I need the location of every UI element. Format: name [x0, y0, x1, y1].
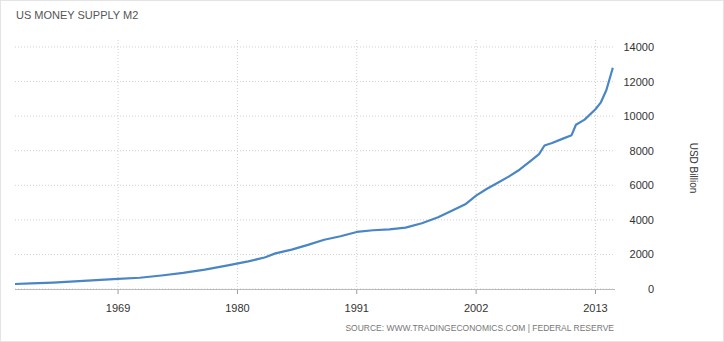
grid-line: [15, 185, 615, 186]
y-tick-label: 0: [648, 283, 654, 295]
x-axis: [15, 289, 615, 290]
grid-line: [356, 40, 357, 289]
source: SOURCE: WWW.TRADINGECONOMICS.COM | FEDER…: [345, 323, 614, 333]
grid-line: [15, 116, 615, 117]
plot-area: [15, 68, 613, 284]
x-tick-label: 2002: [464, 302, 488, 314]
grid-line: [237, 40, 238, 289]
grid-line: [595, 40, 596, 289]
x-tick-label: 2013: [583, 302, 607, 314]
data-line: [15, 68, 613, 284]
x-tick-label: 1980: [225, 302, 249, 314]
x-tick-label: 1969: [106, 302, 130, 314]
y-tick-label: 14000: [623, 41, 654, 53]
grid-line: [15, 254, 615, 255]
y-tick-label: 2000: [630, 248, 654, 260]
grid-line: [15, 289, 615, 290]
grid-line: [15, 150, 615, 151]
y-tick-label: 8000: [630, 145, 654, 157]
grid-line: [15, 81, 615, 82]
y-axis-label: USD Billion: [688, 143, 699, 194]
y-tick-label: 12000: [623, 76, 654, 88]
y-tick-label: 10000: [623, 110, 654, 122]
chart: US MONEY SUPPLY M2 0 2000 4000 6000 8000 10000…: [0, 0, 724, 342]
grid-line: [118, 40, 119, 289]
background: [1, 1, 724, 342]
grid-line: [476, 40, 477, 289]
grid-line: [15, 219, 615, 220]
x-tick-label: 1991: [345, 302, 369, 314]
y-tick-label: 6000: [630, 179, 654, 191]
grid-line: [15, 47, 615, 48]
y-tick-label: 4000: [630, 214, 654, 226]
title: US MONEY SUPPLY M2: [16, 9, 138, 21]
